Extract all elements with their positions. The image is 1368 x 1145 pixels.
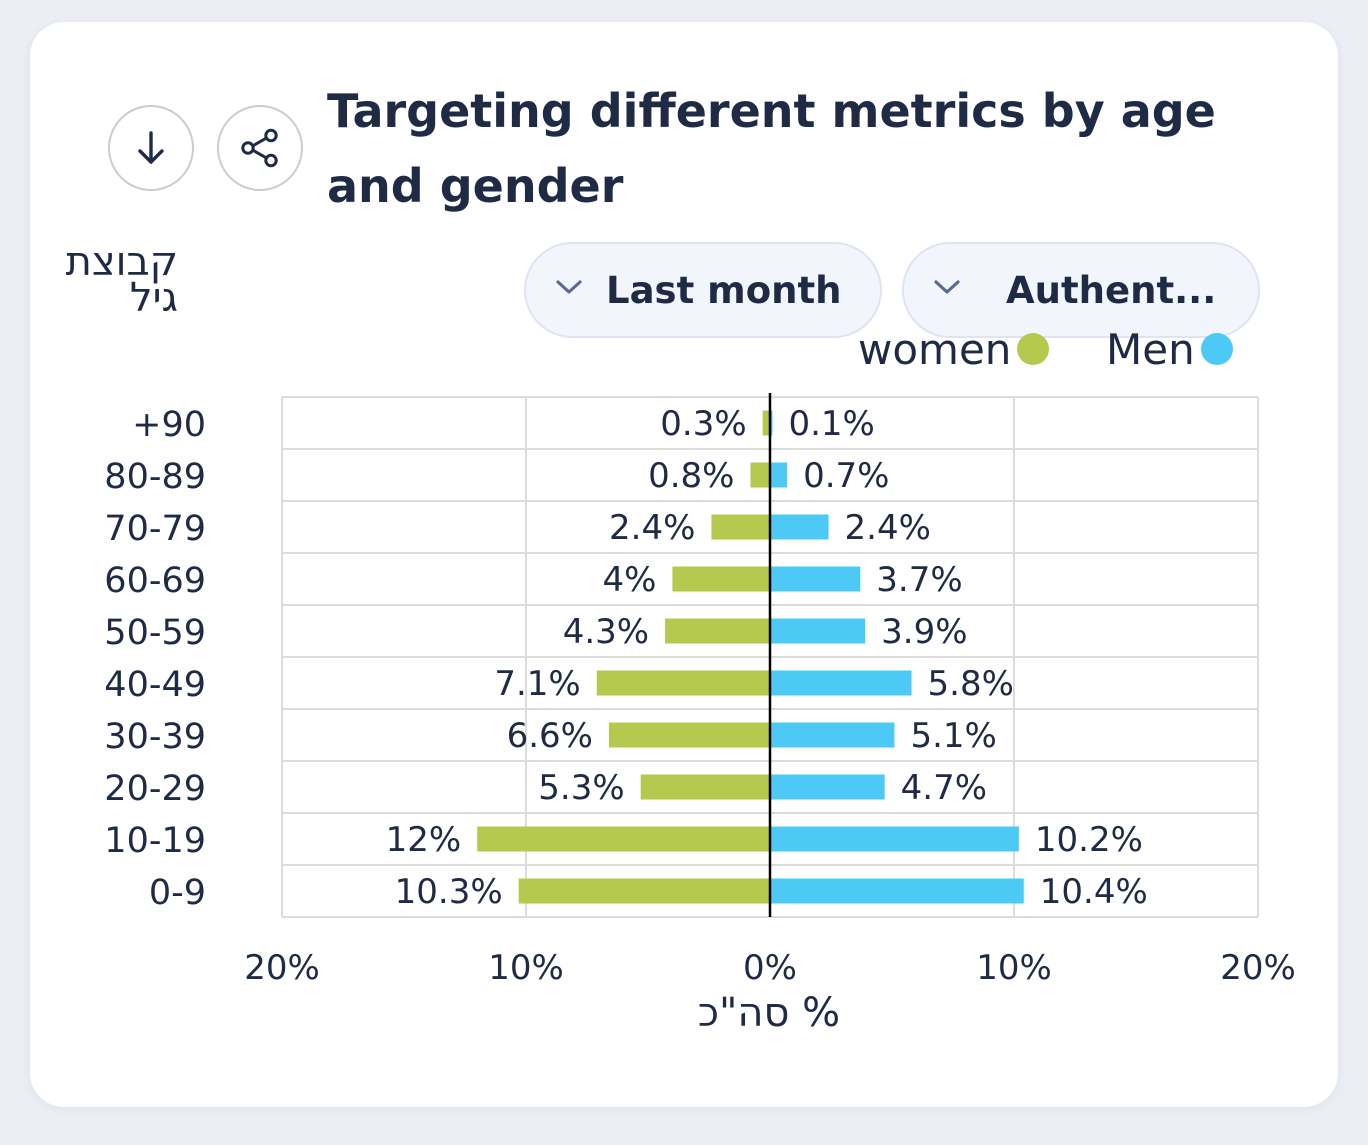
- metric-dropdown[interactable]: Authent...: [902, 242, 1260, 338]
- metric-dropdown-label: Authent...: [1006, 268, 1217, 312]
- data-label-men: 2.4%: [845, 508, 931, 548]
- bar-women: [672, 566, 770, 592]
- legend-swatch-men: [1200, 333, 1233, 365]
- data-label-men: 5.8%: [928, 664, 1014, 704]
- chart-card: Targeting different metrics by age and g…: [30, 22, 1338, 1107]
- x-tick-label: 10%: [976, 948, 1052, 988]
- bar-women: [711, 514, 770, 540]
- bar-men: [770, 618, 866, 644]
- chart-title: Targeting different metrics by age and g…: [327, 84, 1216, 213]
- bar-women: [608, 722, 770, 748]
- legend-label-men: Men: [1106, 324, 1195, 374]
- data-label-men: 4.7%: [901, 768, 987, 808]
- legend-item-men: Men: [1106, 323, 1233, 375]
- data-label-men: 3.7%: [876, 560, 962, 600]
- bar-men: [770, 826, 1019, 852]
- bar-women: [596, 670, 770, 696]
- y-tick-label: 20-29: [104, 769, 206, 809]
- period-dropdown-label: Last month: [606, 268, 842, 312]
- data-label-women: 12%: [386, 820, 462, 860]
- download-button[interactable]: [108, 105, 194, 191]
- data-label-women: 2.4%: [609, 508, 695, 548]
- chevron-down-icon: [556, 280, 582, 294]
- y-tick-label: 80-89: [104, 457, 206, 497]
- x-axis-title: % סה"כ: [697, 990, 841, 1036]
- data-label-women: 6.6%: [507, 716, 593, 756]
- data-label-men: 5.1%: [910, 716, 996, 756]
- data-label-women: 0.8%: [648, 456, 734, 496]
- data-label-men: 10.2%: [1035, 820, 1143, 860]
- bar-men: [770, 462, 788, 488]
- x-tick-label: 0%: [743, 948, 797, 988]
- y-tick-label: 60-69: [104, 561, 206, 601]
- x-tick-label: 10%: [488, 948, 564, 988]
- y-tick-label: 0-9: [149, 873, 206, 913]
- bar-men: [770, 722, 895, 748]
- bar-men: [770, 514, 829, 540]
- bar-men: [770, 670, 912, 696]
- period-dropdown[interactable]: Last month: [524, 242, 882, 338]
- arrow-down-icon: [138, 131, 164, 164]
- data-label-women: 10.3%: [395, 872, 503, 912]
- bar-women: [477, 826, 770, 852]
- data-label-men: 0.7%: [803, 456, 889, 496]
- legend-item-women: women: [858, 323, 1050, 375]
- y-tick-label: 70-79: [104, 509, 206, 549]
- bar-women: [518, 878, 770, 904]
- chevron-down-icon: [934, 280, 960, 294]
- bar-women: [762, 410, 770, 436]
- data-label-women: 5.3%: [538, 768, 624, 808]
- share-button[interactable]: [217, 105, 303, 191]
- bar-men: [770, 774, 885, 800]
- y-tick-label: 10-19: [104, 821, 206, 861]
- legend-swatch-women: [1017, 333, 1050, 365]
- y-tick-label: 30-39: [104, 717, 206, 757]
- bar-men: [770, 878, 1024, 904]
- data-label-men: 3.9%: [881, 612, 967, 652]
- y-tick-label: +90: [132, 405, 206, 445]
- share-icon: [241, 128, 278, 168]
- y-axis-title: קבוצת גיל: [65, 239, 178, 321]
- data-label-women: 0.3%: [660, 404, 746, 444]
- data-label-women: 7.1%: [494, 664, 580, 704]
- bar-women: [750, 462, 770, 488]
- y-tick-label: 40-49: [104, 665, 206, 705]
- bar-women: [665, 618, 770, 644]
- bar-women: [640, 774, 770, 800]
- y-tick-label: 50-59: [104, 613, 206, 653]
- bar-men: [770, 566, 861, 592]
- data-label-women: 4%: [602, 560, 656, 600]
- x-tick-label: 20%: [1220, 948, 1296, 988]
- data-label-men: 10.4%: [1040, 872, 1148, 912]
- data-label-men: 0.1%: [788, 404, 874, 444]
- x-tick-label: 20%: [244, 948, 320, 988]
- data-label-women: 4.3%: [563, 612, 649, 652]
- legend-label-women: women: [858, 324, 1012, 374]
